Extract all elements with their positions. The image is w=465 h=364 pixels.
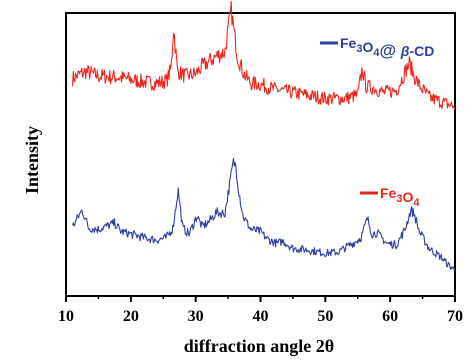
x-tick-label: 30 <box>188 308 204 325</box>
legend: Fe3O4@ β-CD Fe3O4 <box>320 35 434 209</box>
series-line-fe3o4 <box>71 0 456 111</box>
legend-entry-fe3o4-beta-cd: Fe3O4@ β-CD <box>320 35 434 60</box>
x-axis-ticks: 10 20 30 40 50 60 70 <box>58 296 463 325</box>
x-tick-label: 70 <box>447 308 463 325</box>
series-layer <box>71 0 456 272</box>
y-axis-title: Intensity <box>22 126 42 194</box>
legend-entry-fe3o4: Fe3O4 <box>360 185 420 209</box>
x-tick-label: 20 <box>123 308 139 325</box>
legend-label: Fe3O4@ β-CD <box>340 35 434 60</box>
x-tick-label: 40 <box>253 308 269 325</box>
x-axis-title: diffraction angle 2θ <box>184 336 334 356</box>
x-tick-label: 60 <box>382 308 398 325</box>
x-tick-label: 50 <box>317 308 333 325</box>
legend-label: Fe3O4 <box>380 185 420 209</box>
x-tick-label: 10 <box>58 308 74 325</box>
series-line-fe3o4-beta-cd <box>71 157 456 272</box>
